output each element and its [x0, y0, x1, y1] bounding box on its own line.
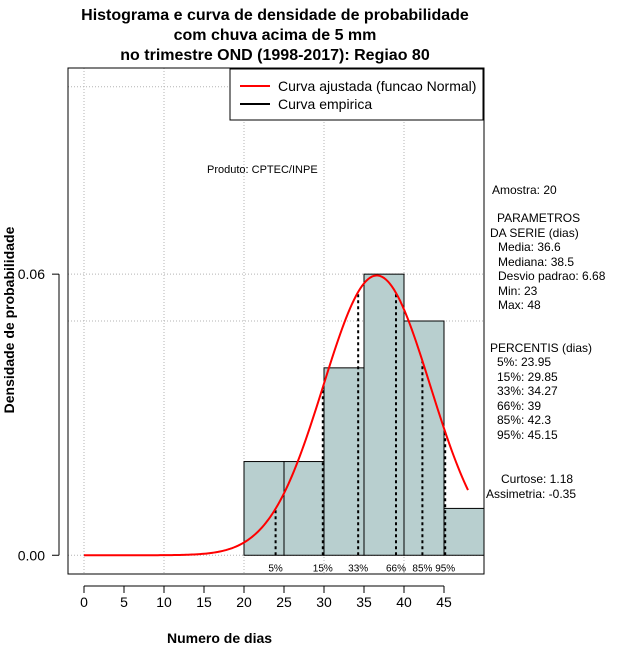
sample-size: Amostra: 20	[492, 183, 557, 197]
percentile-label: 33%	[348, 563, 368, 574]
percentile-label: 15%	[313, 563, 333, 574]
histogram-bar	[363, 273, 405, 556]
x-tick-label: 35	[356, 594, 372, 610]
x-tick-label: 15	[196, 594, 212, 610]
histogram-bar	[283, 461, 325, 556]
percentile-label: 66%	[386, 563, 406, 574]
params-title-1: PARAMETROS	[497, 211, 580, 225]
y-tick-label: 0.00	[18, 547, 45, 563]
x-tick-label: 0	[80, 594, 88, 610]
stat-mean: Media: 36.6	[498, 240, 561, 254]
legend-label-fitted: Curva ajustada (funcao Normal)	[278, 78, 476, 94]
stat-max: Max: 48	[498, 298, 541, 312]
x-tick-label: 20	[236, 594, 252, 610]
percentile-33: 33%: 34.27	[497, 384, 558, 398]
histogram-bar	[323, 367, 365, 556]
product-note: Produto: CPTEC/INPE	[207, 164, 318, 176]
y-tick-label: 0.06	[18, 266, 45, 282]
legend-box	[229, 68, 484, 121]
x-tick-label: 10	[156, 594, 172, 610]
kurtosis: Curtose: 1.18	[501, 472, 573, 486]
stat-median: Mediana: 38.5	[498, 255, 574, 269]
percentile-66: 66%: 39	[497, 399, 541, 413]
x-axis-label: Numero de dias	[167, 630, 272, 646]
chart-title-line-3: no trimestre OND (1998-2017): Regiao 80	[120, 47, 430, 64]
legend: Curva ajustada (funcao Normal) Curva emp…	[229, 68, 484, 121]
x-tick-label: 30	[316, 594, 332, 610]
chart-title-line-2: com chuva acima de 5 mm	[173, 27, 377, 44]
percentile-label: 5%	[268, 563, 283, 574]
percentile-85: 85%: 42.3	[497, 413, 551, 427]
percentile-15: 15%: 29.85	[497, 370, 558, 384]
percentile-label: 95%	[435, 563, 455, 574]
histogram-bars	[243, 273, 485, 556]
stat-min: Min: 23	[498, 284, 538, 298]
y-axis-label: Densidade de probabilidade	[1, 226, 17, 413]
histogram-bar	[443, 507, 485, 556]
percentile-markers: 5% 15% 33% 66% 85% 95%	[268, 291, 455, 574]
legend-label-empirical: Curva empirica	[278, 96, 372, 112]
skewness: Assimetria: -0.35	[486, 487, 576, 501]
histogram-bar	[243, 461, 285, 556]
stat-sd: Desvio padrao: 6.68	[498, 269, 606, 283]
x-tick-label: 45	[436, 594, 452, 610]
x-tick-label: 25	[276, 594, 292, 610]
x-tick-label: 40	[396, 594, 412, 610]
percentile-label: 85%	[412, 563, 432, 574]
percentile-5: 5%: 23.95	[497, 355, 551, 369]
chart-title-line-1: Histograma e curva de densidade de proba…	[81, 7, 469, 24]
stats-panel: Amostra: 20 PARAMETROS DA SERIE (dias) M…	[486, 183, 606, 501]
percentile-95: 95%: 45.15	[497, 428, 558, 442]
histogram-bar	[403, 320, 445, 556]
plot-area-frame	[67, 67, 485, 575]
normal-fit-curve	[84, 274, 469, 557]
axes: 0 5 10 15 20 25 30 35 40 45 0.00 0.06	[18, 266, 452, 610]
params-title-2: DA SERIE (dias)	[490, 226, 579, 240]
x-tick-label: 5	[120, 594, 128, 610]
percentiles-title: PERCENTIS (dias)	[490, 341, 592, 355]
